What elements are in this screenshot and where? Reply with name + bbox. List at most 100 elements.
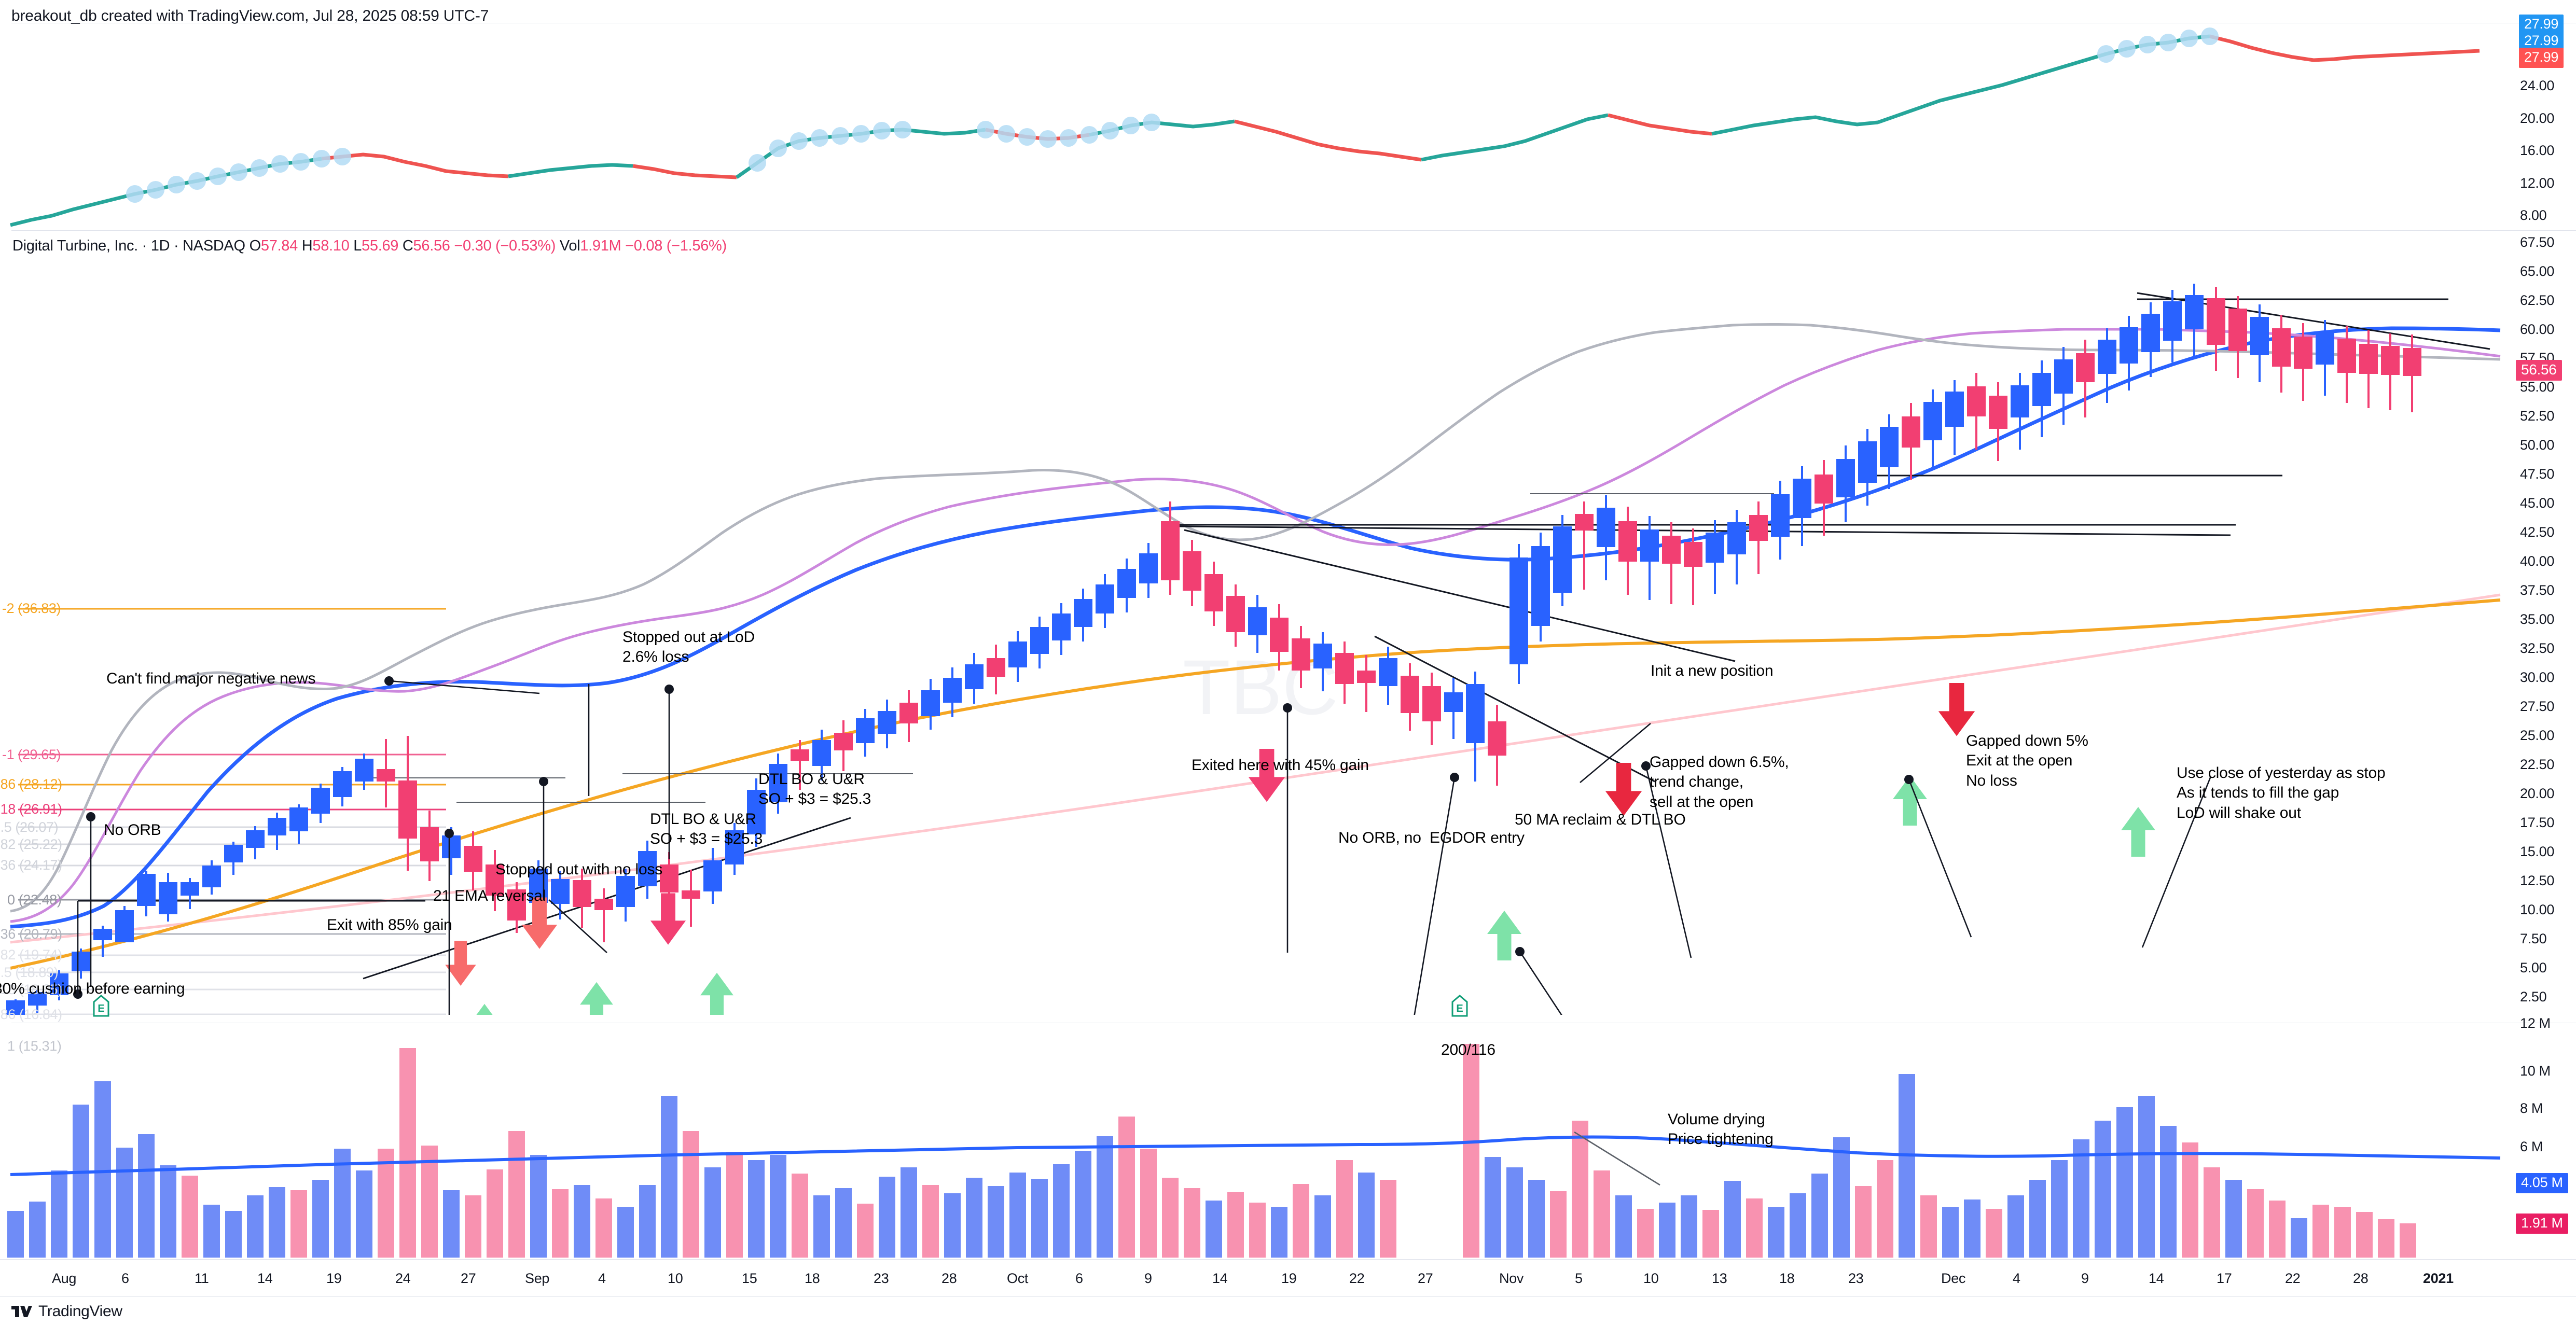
time-tick-14b: 14 [1212, 1271, 1228, 1286]
earnings-marker-icon[interactable]: E [1451, 995, 1469, 1017]
annotation-cant-find-news: Can't find major negative news [106, 670, 316, 687]
ma-gray-10 [10, 323, 2501, 913]
volume-ma-line [10, 1135, 2501, 1176]
arrow-down-icon [650, 893, 686, 945]
time-tick-14c: 14 [2149, 1271, 2164, 1286]
fib-label-0: -2 (36.83) [2, 601, 61, 616]
mini-line-seg-10 [1608, 113, 1712, 136]
volume-tick-2: 8 M [2520, 1100, 2543, 1116]
time-tick-2021: 2021 [2423, 1271, 2454, 1286]
annotation-no-orb-egdor: No ORB, no EGDOR entry [1338, 829, 1525, 846]
price-tick-6: 52.50 [2520, 408, 2555, 424]
tradingview-logo[interactable]: TradingView [11, 1303, 122, 1320]
time-tick-19b: 19 [1281, 1271, 1297, 1286]
mini-line-seg-3 [508, 163, 633, 178]
volume-last-badge: 1.91 M [2516, 1214, 2568, 1234]
volume-value: 1.91M [580, 238, 621, 254]
time-tick-18a: 18 [805, 1271, 820, 1286]
time-tick-27a: 27 [461, 1271, 476, 1286]
last-price-badge: 56.56 [2516, 360, 2562, 381]
time-tick-aug: Aug [52, 1271, 77, 1286]
annotation-gapped-6-5: Gapped down 6.5%, trend change, sell at … [1650, 754, 1789, 811]
mini-badge-2: 27.99 [2519, 48, 2564, 68]
fib-label-11: 618 (18.05) [0, 982, 62, 997]
price-tick-9: 45.00 [2520, 495, 2555, 511]
price-tick-18: 22.50 [2520, 757, 2555, 772]
time-tick-28a: 28 [941, 1271, 957, 1286]
volume-bars [7, 1044, 2416, 1258]
overview-mini-chart[interactable] [0, 23, 2511, 230]
volume-tick-3: 6 M [2520, 1139, 2543, 1154]
time-tick-dec: Dec [1941, 1271, 1966, 1286]
price-tick-15: 30.00 [2520, 670, 2555, 685]
time-tick-4b: 4 [2013, 1271, 2020, 1286]
mini-line-seg-8 [1234, 119, 1422, 162]
mini-tick-8: 8.00 [2520, 207, 2547, 223]
annotation-leader-lines [77, 680, 2212, 1015]
svg-text:E: E [1456, 1003, 1463, 1014]
annotation-init-position: Init a new position [1651, 662, 1774, 679]
fib-label-8: 236 (20.79) [0, 926, 62, 942]
fib-label-6: 236 (24.17) [0, 857, 62, 873]
annotation-stopped-no-loss: Stopped out with no loss [495, 861, 663, 878]
price-tick-10: 42.50 [2520, 524, 2555, 540]
volume-change: −0.08 (−1.56%) [625, 238, 727, 254]
symbol-name[interactable]: Digital Turbine, Inc. · 1D · NASDAQ [12, 238, 245, 254]
time-tick-9a: 9 [1144, 1271, 1152, 1286]
price-tick-23: 10.00 [2520, 902, 2555, 917]
volume-tick-0: 12 M [2520, 1015, 2551, 1031]
time-tick-nov: Nov [1499, 1271, 1524, 1286]
ma-blue-50 [10, 326, 2501, 929]
price-tick-14: 32.50 [2520, 640, 2555, 656]
trendlines [363, 292, 2490, 980]
price-tick-12: 37.50 [2520, 582, 2555, 598]
mini-line-seg-2 [321, 152, 509, 178]
close-label: C [402, 238, 413, 254]
volume-label: Vol [559, 238, 580, 254]
time-tick-22b: 22 [2285, 1271, 2301, 1286]
volume-pane[interactable] [0, 1024, 2511, 1258]
arrow-down-icon [1605, 763, 1642, 816]
fib-label-2: 786 (28.12) [0, 776, 62, 792]
mini-selection-dots [126, 27, 2219, 203]
mini-line-seg-13 [2209, 34, 2480, 62]
annotation-ema-reversal: 21 EMA reversal [433, 887, 546, 904]
high-label: H [301, 238, 313, 254]
tradingview-wordmark: TradingView [38, 1303, 122, 1320]
time-tick-10b: 10 [1643, 1271, 1659, 1286]
annotation-exit-85: Exit with 85% gain [327, 916, 452, 933]
time-tick-9b: 9 [2081, 1271, 2089, 1286]
time-axis[interactable]: Aug 6 11 14 19 24 27 Sep 4 10 15 18 23 2… [0, 1260, 2576, 1296]
time-tick-sep: Sep [525, 1271, 550, 1286]
mini-line-seg-9 [1421, 113, 1609, 162]
time-tick-4a: 4 [598, 1271, 606, 1286]
arrow-up-icon [700, 972, 733, 1015]
annotation-volume-drying: Volume drying Price tightening [1668, 1111, 1774, 1148]
price-tick-0: 67.50 [2520, 234, 2555, 250]
fib-label-13: 1 (15.31) [7, 1038, 62, 1054]
horizontal-levels [78, 298, 2448, 902]
mini-line-seg-12 [1877, 34, 2210, 124]
price-tick-16: 27.50 [2520, 699, 2555, 714]
price-change: −0.30 (−0.53%) [454, 238, 556, 254]
main-price-pane[interactable]: TBC [0, 232, 2511, 1015]
symbol-ohlc-legend[interactable]: Digital Turbine, Inc. · 1D · NASDAQ O57.… [12, 238, 727, 255]
price-tick-13: 35.00 [2520, 611, 2555, 627]
price-tick-2: 62.50 [2520, 292, 2555, 308]
time-tick-23a: 23 [874, 1271, 889, 1286]
annotation-anchor-dots [73, 676, 1914, 999]
time-tick-28b: 28 [2353, 1271, 2369, 1286]
time-tick-15: 15 [742, 1271, 757, 1286]
time-tick-6b: 6 [1075, 1271, 1083, 1286]
tradingview-credit-text: breakout_db created with TradingView.com… [11, 7, 489, 24]
fib-label-1: -1 (29.65) [2, 747, 61, 762]
time-tick-19a: 19 [326, 1271, 342, 1286]
annotation-exited-45: Exited here with 45% gain [1192, 757, 1369, 774]
mini-tick-12: 12.00 [2520, 175, 2555, 191]
svg-text:E: E [98, 1003, 104, 1014]
price-tick-8: 47.50 [2520, 466, 2555, 482]
fib-label-5: 382 (25.22) [0, 836, 62, 852]
tradingview-logo-icon [11, 1306, 32, 1317]
earnings-marker-icon[interactable]: E [92, 995, 110, 1017]
mini-tick-20: 20.00 [2520, 110, 2555, 126]
